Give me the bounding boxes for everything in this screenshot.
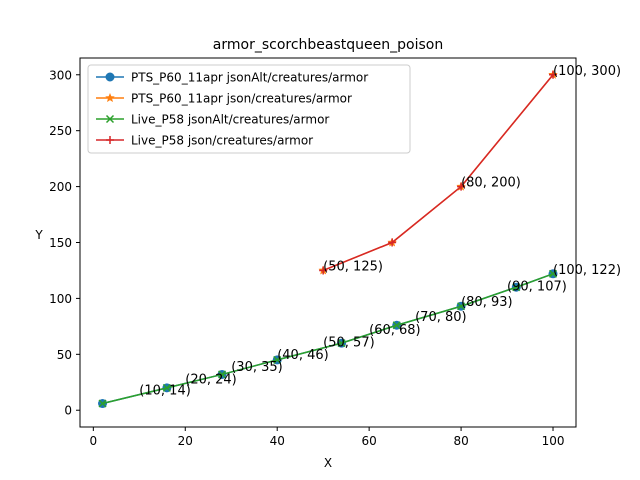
legend-label: PTS_P60_11apr jsonAlt/creatures/armor bbox=[131, 71, 368, 85]
y-tick-label: 100 bbox=[49, 292, 72, 306]
y-tick-label: 300 bbox=[49, 68, 72, 82]
y-tick-label: 0 bbox=[64, 404, 72, 418]
series-line-4 bbox=[322, 74, 554, 272]
data-label: (10, 14) bbox=[139, 384, 191, 399]
y-tick-label: 50 bbox=[57, 348, 72, 362]
legend-marker bbox=[105, 72, 115, 82]
data-label: (50, 125) bbox=[323, 259, 383, 274]
series-3-point bbox=[457, 302, 466, 311]
data-label: (50, 57) bbox=[323, 335, 375, 350]
series-4-point bbox=[457, 182, 466, 191]
x-tick-label: 80 bbox=[453, 434, 468, 448]
x-tick-label: 40 bbox=[270, 434, 285, 448]
x-tick-label: 100 bbox=[542, 434, 565, 448]
plot-frame bbox=[79, 57, 577, 428]
data-label: (40, 46) bbox=[277, 348, 329, 363]
legend-label: Live_P58 json/creatures/armor bbox=[131, 134, 313, 148]
y-tick-label: 250 bbox=[49, 124, 72, 138]
data-label: (30, 35) bbox=[231, 360, 283, 375]
legend-marker bbox=[105, 114, 115, 124]
series-4-point bbox=[549, 70, 558, 79]
series-4-point bbox=[388, 238, 397, 247]
x-tick-label: 20 bbox=[178, 434, 193, 448]
data-label: (80, 200) bbox=[461, 176, 521, 191]
data-label: (70, 80) bbox=[415, 310, 467, 325]
legend-label: PTS_P60_11apr json/creatures/armor bbox=[131, 92, 352, 106]
data-label: (100, 122) bbox=[553, 263, 621, 278]
y-axis-label: Y bbox=[34, 228, 43, 242]
legend-label: Live_P58 jsonAlt/creatures/armor bbox=[131, 113, 329, 127]
data-label: (100, 300) bbox=[553, 64, 621, 79]
data-label: (90, 107) bbox=[507, 280, 567, 295]
series-3-point bbox=[218, 370, 227, 379]
data-label: (20, 24) bbox=[185, 372, 237, 387]
y-tick-label: 200 bbox=[49, 180, 72, 194]
chart-title: armor_scorchbeastqueen_poison bbox=[213, 37, 443, 53]
series-3-point bbox=[548, 269, 558, 278]
data-label: (60, 68) bbox=[369, 323, 421, 338]
series-3-point bbox=[337, 339, 346, 348]
x-tick-label: 60 bbox=[362, 434, 377, 448]
x-axis-label: X bbox=[324, 456, 332, 470]
legend-box bbox=[87, 64, 411, 154]
x-tick-label: 0 bbox=[90, 434, 98, 448]
data-label: (80, 93) bbox=[461, 295, 512, 310]
series-3-point bbox=[273, 355, 282, 364]
series-3-point bbox=[162, 383, 171, 392]
y-tick-label: 150 bbox=[49, 236, 72, 250]
legend-marker bbox=[106, 136, 114, 144]
series-3-point bbox=[392, 321, 401, 330]
legend-marker bbox=[105, 92, 115, 103]
series-3-point bbox=[98, 399, 107, 408]
series-4-point bbox=[319, 266, 328, 275]
series-3-point bbox=[512, 283, 521, 292]
